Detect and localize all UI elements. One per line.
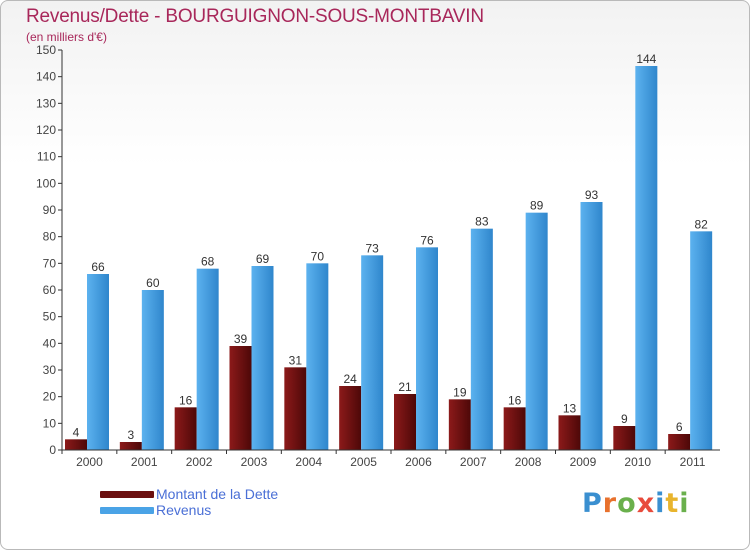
value-label-revenue: 68: [201, 255, 215, 269]
bar-revenue: [580, 202, 603, 450]
logo-letter: i: [679, 488, 690, 519]
y-tick-label: 90: [43, 203, 57, 217]
bar-debt: [284, 367, 307, 450]
value-label-revenue: 93: [585, 188, 599, 202]
y-tick-label: 110: [37, 150, 56, 164]
x-tick-label: 2004: [295, 455, 322, 469]
legend-swatch-debt: [100, 490, 154, 498]
value-label-revenue: 83: [475, 215, 489, 229]
value-label-revenue: 70: [311, 249, 325, 263]
y-tick-label: 10: [43, 416, 57, 430]
bar-debt: [448, 399, 471, 450]
value-label-debt: 21: [398, 380, 412, 394]
value-label-debt: 16: [179, 393, 193, 407]
value-label-revenue: 60: [146, 276, 160, 290]
x-tick-label: 2008: [515, 455, 542, 469]
x-tick-label: 2001: [131, 455, 158, 469]
bars-group: 4 66 3 60 16 68 39 69 31 70 24 73 21 76 19 83 16 89 13 93 9 1…: [65, 52, 713, 450]
chart-subtitle: (en milliers d'€): [26, 30, 107, 44]
bar-revenue: [306, 263, 329, 450]
value-label-debt: 3: [127, 428, 134, 442]
y-tick-label: 0: [49, 443, 56, 457]
value-label-revenue: 144: [636, 52, 656, 66]
legend-item-debt: Montant de la Dette: [100, 486, 278, 502]
logo-letter: i: [655, 488, 666, 519]
value-label-revenue: 66: [91, 260, 105, 274]
bar-debt: [613, 426, 636, 450]
x-tick-label: 2007: [460, 455, 487, 469]
y-tick-label: 30: [43, 363, 57, 377]
x-tick-label: 2011: [680, 455, 706, 469]
value-label-debt: 16: [508, 393, 522, 407]
bar-revenue: [525, 212, 548, 450]
bar-revenue: [635, 66, 658, 450]
legend-swatch-revenue: [100, 506, 154, 514]
x-axis: 2000 2001 2002 2003 2004 2005 2006 2007 2008 2009…: [61, 449, 720, 469]
bar-revenue: [251, 266, 274, 450]
bar-debt: [668, 434, 691, 450]
value-label-debt: 4: [73, 425, 80, 439]
value-label-revenue: 82: [694, 217, 708, 231]
bar-debt: [558, 415, 581, 450]
logo-letter: P: [582, 488, 603, 519]
value-label-debt: 24: [343, 372, 357, 386]
bar-debt: [174, 407, 197, 450]
bar-revenue: [416, 247, 438, 450]
value-label-debt: 19: [453, 385, 467, 399]
bar-debt: [394, 394, 416, 450]
legend-label-revenue: Revenus: [156, 502, 212, 518]
x-tick-label: 2009: [570, 455, 597, 469]
value-label-revenue: 69: [256, 252, 270, 266]
value-label-debt: 13: [563, 401, 577, 415]
y-tick-label: 50: [43, 310, 57, 324]
value-label-revenue: 73: [365, 241, 379, 255]
y-tick-label: 130: [36, 96, 56, 110]
legend: Montant de la Dette Revenus: [100, 486, 278, 518]
bar-debt: [503, 407, 526, 450]
bar-revenue: [690, 231, 713, 450]
value-label-debt: 31: [289, 353, 303, 367]
x-tick-label: 2000: [76, 455, 103, 469]
y-tick-label: 100: [36, 176, 56, 190]
logo-letter: o: [617, 488, 637, 519]
proxiti-logo: Proxiti: [582, 488, 690, 519]
value-label-debt: 6: [676, 420, 683, 434]
y-tick-label: 120: [36, 123, 56, 137]
logo-letter: t: [665, 488, 680, 519]
legend-label-debt: Montant de la Dette: [156, 486, 279, 502]
y-axis: 0 10 20 30 40 50 60 70 80 90 100 110 120 130 140 150: [36, 43, 63, 457]
value-label-debt: 9: [621, 412, 628, 426]
y-tick-label: 20: [43, 390, 57, 404]
y-tick-label: 40: [43, 336, 57, 350]
value-label-revenue: 89: [530, 199, 544, 213]
value-label-debt: 39: [234, 332, 248, 346]
bar-debt: [119, 442, 142, 450]
bar-debt: [339, 386, 362, 450]
x-tick-label: 2002: [186, 455, 213, 469]
x-tick-label: 2010: [624, 455, 651, 469]
legend-item-revenue: Revenus: [100, 502, 278, 518]
x-tick-label: 2003: [241, 455, 268, 469]
bar-revenue: [196, 268, 219, 450]
bar-revenue: [87, 274, 109, 450]
y-tick-label: 80: [43, 230, 57, 244]
chart-title: Revenus/Dette - BOURGUIGNON-SOUS-MONTBAV…: [26, 6, 484, 27]
value-label-revenue: 76: [420, 233, 434, 247]
x-tick-label: 2006: [405, 455, 432, 469]
y-tick-label: 60: [43, 283, 57, 297]
bar-debt: [65, 439, 87, 450]
bar-revenue: [470, 228, 493, 450]
bar-revenue: [361, 255, 384, 450]
bar-revenue: [141, 290, 164, 450]
bar-debt: [229, 346, 252, 450]
logo-letter: r: [602, 488, 618, 519]
logo-letter: x: [636, 488, 656, 519]
x-tick-label: 2005: [350, 455, 377, 469]
y-tick-label: 150: [36, 43, 56, 57]
y-tick-label: 140: [36, 70, 56, 84]
y-tick-label: 70: [43, 256, 57, 270]
